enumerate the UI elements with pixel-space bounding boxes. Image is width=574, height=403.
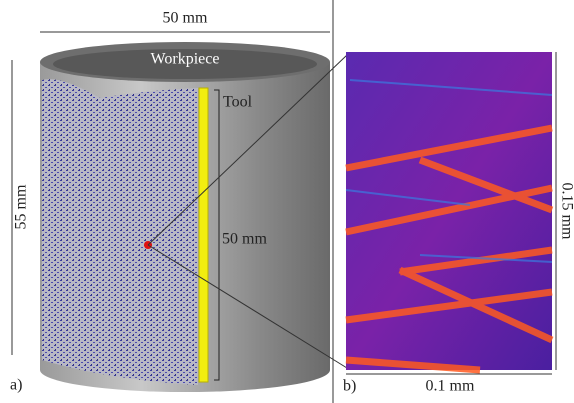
texture (345, 79, 553, 263)
workpiece-top-inner (53, 49, 317, 79)
width-label: 50 mm (163, 10, 208, 27)
panel-label: a) (10, 377, 22, 394)
map-height-label: 0.15 mm (558, 183, 574, 240)
tool-length-label: 50 mm (222, 231, 267, 248)
cutting-marks (345, 124, 554, 374)
tool-label: Tool (223, 94, 253, 111)
panel-label: b) (343, 378, 356, 395)
map-width-label: 0.1 mm (426, 378, 475, 395)
machined-surface (42, 79, 198, 385)
zoom-line (147, 54, 348, 246)
tool (198, 87, 209, 383)
tool-bracket (214, 89, 220, 381)
height-label: 55 mm (13, 184, 30, 229)
zoom-line (147, 244, 348, 369)
workpiece-label: Workpiece (151, 51, 220, 68)
